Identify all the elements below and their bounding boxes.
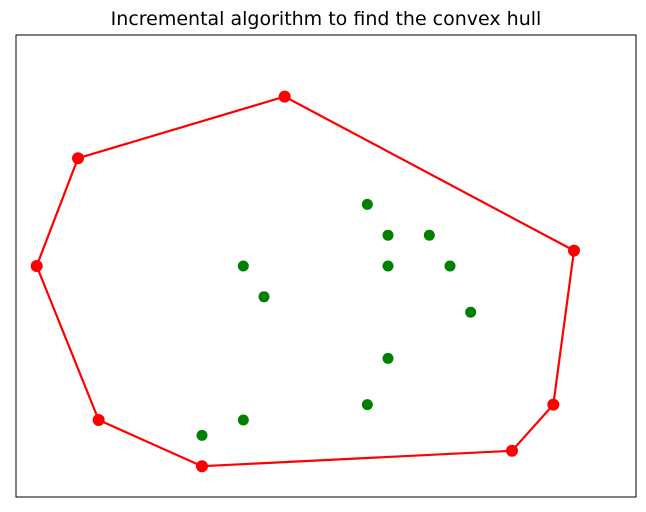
interior-point [361,399,373,411]
hull-vertex [196,460,208,473]
hull-edge [552,249,576,406]
interior-point [237,414,249,426]
interior-point [258,291,270,303]
interior-point [444,260,456,272]
hull-edge [510,403,555,452]
interior-point [382,260,394,272]
hull-vertex [30,260,43,272]
plot-area [30,90,580,473]
interior-point [382,352,394,364]
hull-edge [35,157,80,268]
hull-edge [200,449,514,468]
hull-edge [76,95,286,160]
interior-point [237,260,249,272]
hull-vertex [92,414,105,426]
hull-edge [283,95,576,252]
interior-point [465,306,477,318]
interior-point [196,429,208,441]
interior-point [382,229,394,241]
interior-point [361,198,373,210]
hull-vertex [547,398,560,411]
interior-point [423,229,435,241]
hull-vertex [72,152,84,165]
hull-vertex [568,244,580,257]
hull-edge [97,418,204,468]
chart-title: Incremental algorithm to find the convex… [111,8,542,30]
axes-frame [15,34,637,498]
hull-vertex [506,444,518,457]
hull-vertex [278,90,291,103]
hull-edge [35,264,100,422]
